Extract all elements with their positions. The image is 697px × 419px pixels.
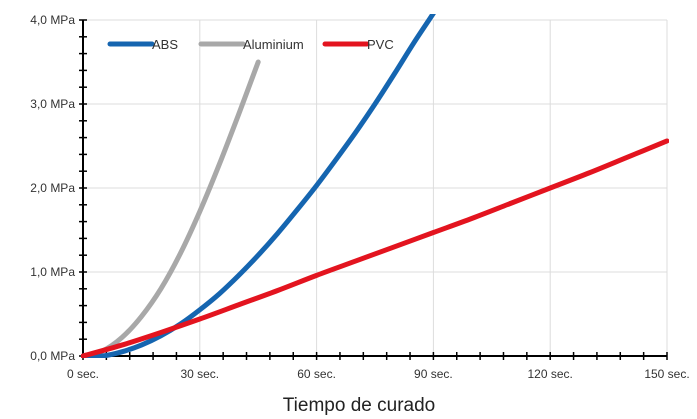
tick-labels: 0,0 MPa 1,0 MPa 2,0 MPa 3,0 MPa 4,0 MPa 0 sec…: [30, 13, 689, 381]
x-tick-label: 150 sec.: [644, 367, 689, 381]
legend-label-pvc: PVC: [367, 37, 394, 52]
legend-label-abs: ABS: [152, 37, 178, 52]
y-tick-label: 0,0 MPa: [30, 349, 75, 363]
y-tick-label: 3,0 MPa: [30, 97, 75, 111]
legend-label-aluminium: Aluminium: [243, 37, 304, 52]
grid: [83, 19, 668, 356]
x-axis-title: Tiempo de curado: [283, 395, 435, 416]
axes: [79, 19, 668, 360]
series-line-pvc: [81, 138, 669, 358]
legend: ABS Aluminium PVC: [107, 37, 394, 52]
series-line-abs: [81, 14, 436, 358]
x-tick-label: 60 sec.: [297, 367, 336, 381]
series-lines: [81, 14, 669, 358]
x-tick-label: 30 sec.: [180, 367, 219, 381]
y-tick-label: 4,0 MPa: [30, 13, 75, 27]
y-tick-label: 2,0 MPa: [30, 181, 75, 195]
series-line-aluminium: [81, 59, 261, 358]
x-tick-label: 90 sec.: [414, 367, 453, 381]
x-tick-label: 120 sec.: [528, 367, 573, 381]
y-tick-label: 1,0 MPa: [30, 265, 75, 279]
x-tick-label: 0 sec.: [67, 367, 99, 381]
